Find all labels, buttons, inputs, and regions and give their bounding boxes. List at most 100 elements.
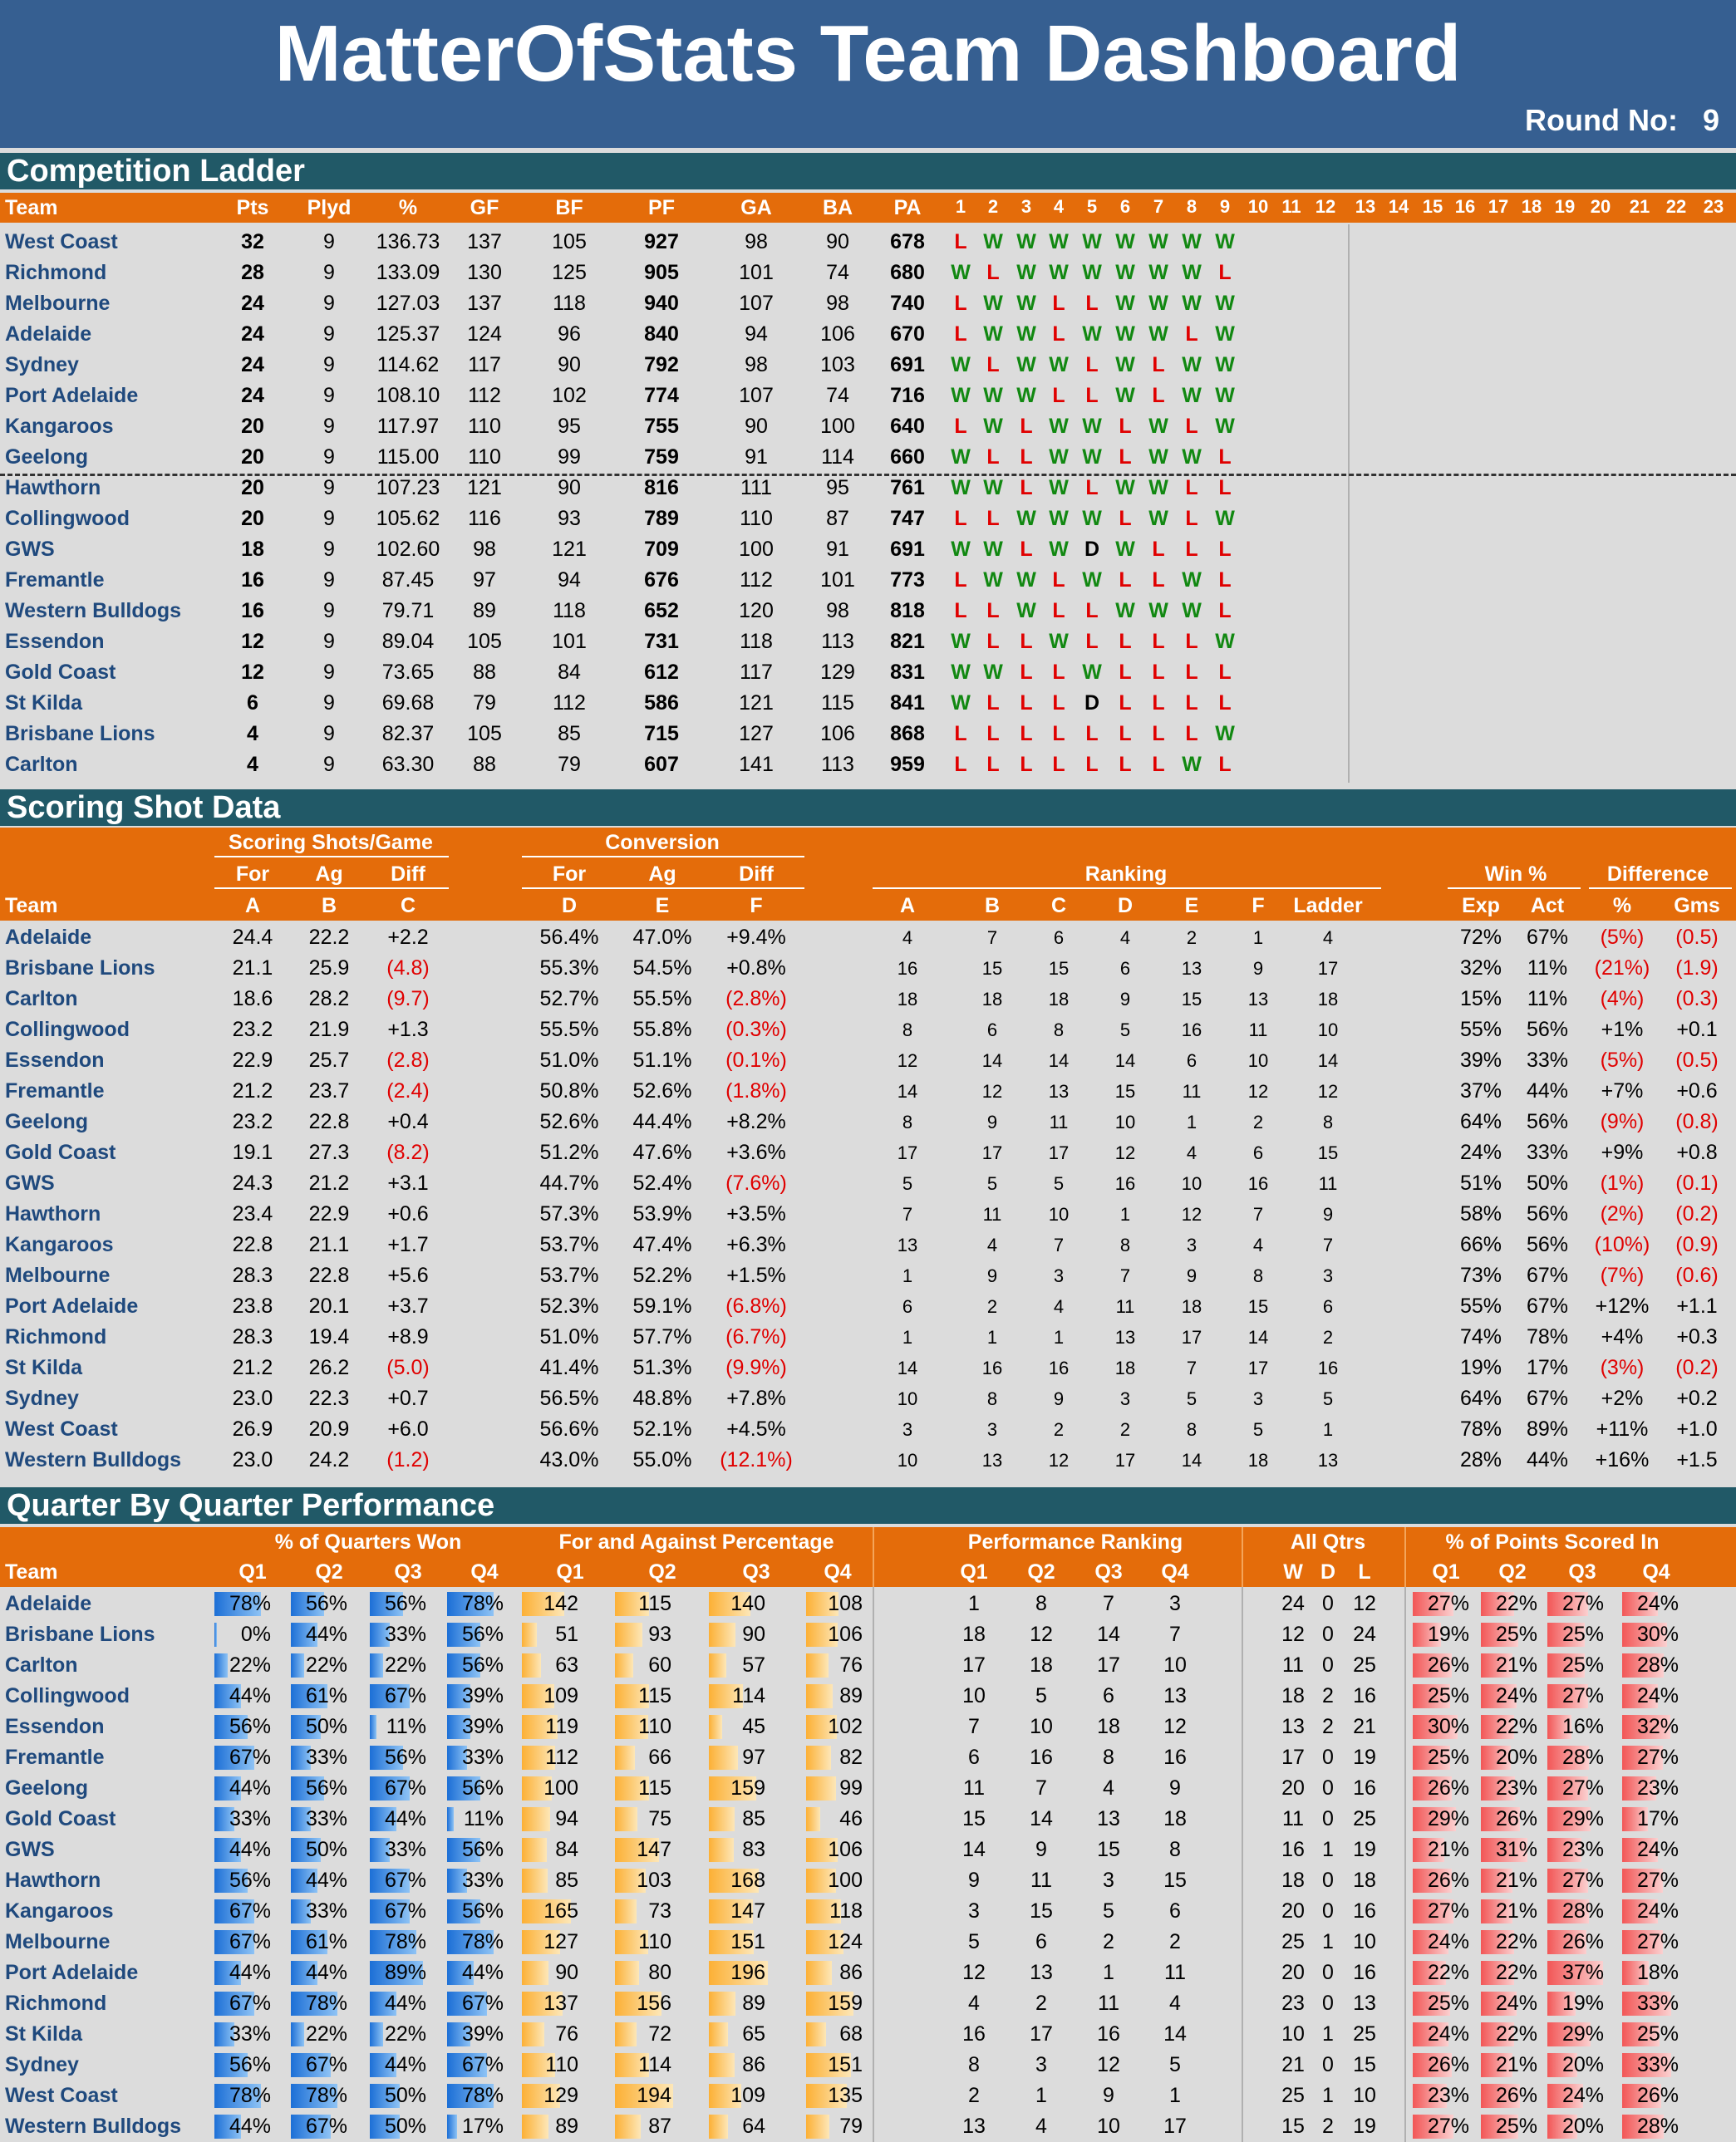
scoring-cell-a: 23.8 <box>232 1295 273 1318</box>
ladder-row: Western Bulldogs 16 9 79.71 89 118 652 120 98 818… <box>0 596 1736 626</box>
scoring-cell-e: 47.4% <box>632 1233 692 1256</box>
team-name: Western Bulldogs <box>5 599 182 622</box>
quarters-won-q1-bar <box>214 2053 248 2077</box>
scoring-cell-a: 21.2 <box>232 1079 273 1103</box>
ladder-cell-ga: 90 <box>745 415 768 438</box>
quarters-won-q1-bar <box>214 1623 217 1647</box>
result-round-6: W <box>1115 476 1135 499</box>
scoring-row: Fremantle 21.2 23.7 (2.4) 50.8% 52.6% (1.8%) 14… <box>0 1076 1736 1107</box>
scoring-cell-d: 43.0% <box>539 1448 599 1471</box>
quarters-won-q2: 44% <box>305 1961 347 1984</box>
perf-rank-q1: 6 <box>968 1746 980 1769</box>
fa-pct-q3-bar <box>709 1992 735 2016</box>
scoring-cell-rc: 13 <box>1048 1081 1070 1102</box>
ladder-cell-pts: 24 <box>241 322 264 346</box>
ladder-cell-pf: 709 <box>644 538 679 561</box>
pts-scored-q4-bar <box>1622 1992 1671 2016</box>
quarters-won-q3: 44% <box>384 1807 426 1830</box>
scoring-cell-f: (0.3%) <box>725 1018 787 1041</box>
ladder-cell-gf: 117 <box>468 353 501 376</box>
all-qtrs-w: 20 <box>1281 1899 1305 1923</box>
result-round-3: W <box>1016 568 1036 592</box>
scoring-cell-rf: 3 <box>1252 1388 1264 1409</box>
ladder-row: Hawthorn 20 9 107.23 121 90 816 111 95 761 W W L W L W W… <box>0 473 1736 504</box>
ladder-cell-pts: 18 <box>241 538 264 561</box>
scoring-cell-ladder: 1 <box>1322 1419 1334 1440</box>
team-name: GWS <box>5 1838 55 1861</box>
fa-pct-q2: 114 <box>638 2053 671 2076</box>
quarters-won-q1: 56% <box>229 1869 271 1892</box>
quarters-sub-0-q2: Q2 <box>315 1560 343 1584</box>
pts-scored-q2-bar <box>1481 1930 1514 1954</box>
quarters-won-q2-bar <box>291 1992 337 2016</box>
perf-rank-q1: 14 <box>962 1838 986 1861</box>
quarters-body-divider-3 <box>1404 1587 1406 2142</box>
quarters-group-scored: % of Points Scored In <box>1445 1530 1660 1554</box>
ladder-cell-pf: 816 <box>644 476 679 499</box>
result-round-2: W <box>983 538 1003 561</box>
quarters-won-q1-bar <box>214 1715 248 1739</box>
pts-scored-q4-bar <box>1622 1930 1663 1954</box>
quarters-won-q2: 44% <box>305 1623 347 1646</box>
perf-rank-q1: 16 <box>962 2022 986 2046</box>
quarters-section-title: Quarter By Quarter Performance <box>0 1487 1736 1524</box>
perf-rank-q2: 8 <box>1035 1592 1047 1615</box>
scoring-cell-b: 25.7 <box>308 1049 350 1072</box>
scoring-cell-act: 56% <box>1526 1110 1569 1133</box>
pts-scored-q3-bar <box>1547 1992 1576 2016</box>
scoring-cell-act: 44% <box>1526 1448 1569 1471</box>
scoring-cell-pct: (4%) <box>1600 987 1645 1010</box>
all-qtrs-w: 25 <box>1281 1930 1305 1953</box>
perf-rank-q2: 7 <box>1035 1776 1047 1800</box>
perf-rank-q2: 10 <box>1030 1715 1053 1738</box>
scoring-cell-re: 18 <box>1181 1296 1202 1317</box>
pts-scored-q2: 21% <box>1495 1899 1537 1923</box>
conversion-sub-for: For <box>552 862 587 886</box>
scoring-cell-a: 23.0 <box>232 1448 273 1471</box>
quarters-won-q4: 56% <box>461 1838 504 1861</box>
pts-scored-q2-bar <box>1481 1653 1512 1678</box>
scoring-cell-act: 33% <box>1526 1049 1569 1072</box>
scoring-cell-exp: 66% <box>1459 1233 1502 1256</box>
ladder-col-pf: PF <box>648 196 675 219</box>
fa-pct-q3-bar <box>709 1776 756 1801</box>
result-round-5: L <box>1085 753 1099 776</box>
scoring-row: Gold Coast 19.1 27.3 (8.2) 51.2% 47.6% +3.6% 17… <box>0 1137 1736 1168</box>
all-qtrs-d: 0 <box>1322 1623 1334 1646</box>
scoring-section-title: Scoring Shot Data <box>0 789 1736 826</box>
ladder-cell-plyd: 9 <box>323 507 335 530</box>
result-round-2: W <box>983 230 1003 253</box>
result-round-5: W <box>1082 261 1102 284</box>
scoring-cell-pct: (21%) <box>1594 956 1650 980</box>
result-round-5: W <box>1082 445 1102 469</box>
quarters-won-q4: 39% <box>461 1684 504 1707</box>
result-round-1: L <box>954 753 967 776</box>
scoring-cell-ladder: 17 <box>1317 958 1339 979</box>
quarters-won-q4: 39% <box>461 2022 504 2046</box>
scoring-cell-gms: (0.5) <box>1675 1049 1719 1072</box>
scoring-cell-re: 12 <box>1181 1204 1202 1225</box>
scoring-cell-ra: 8 <box>902 1112 913 1132</box>
quarter-row: Brisbane Lions 0% 44% 33% 56% 51 93 90 106 18 12 14… <box>0 1619 1736 1650</box>
ladder-cell-plyd: 9 <box>323 292 335 315</box>
quarters-sub-d: D <box>1320 1560 1336 1584</box>
result-round-3: L <box>1020 476 1033 499</box>
team-name: West Coast <box>5 230 118 253</box>
ladder-cell-bf: 90 <box>558 353 581 376</box>
scoring-cell-exp: 58% <box>1459 1202 1502 1226</box>
ladder-cell-ba: 95 <box>826 476 849 499</box>
scoring-row: Essendon 22.9 25.7 (2.8) 51.0% 51.1% (0.1%) 12 1… <box>0 1045 1736 1076</box>
ladder-cell-gf: 112 <box>468 384 501 407</box>
result-round-3: W <box>1016 353 1036 376</box>
team-name: Collingwood <box>5 1684 130 1707</box>
perf-rank-q2: 15 <box>1030 1899 1053 1923</box>
pts-scored-q3: 27% <box>1561 1592 1604 1615</box>
scoring-cell-rf: 9 <box>1252 958 1264 979</box>
round-number-11: 11 <box>1281 196 1301 217</box>
quarters-sub-3-q1: Q1 <box>1432 1560 1460 1584</box>
ladder-cell-ga: 111 <box>740 476 773 499</box>
quarters-won-q4: 56% <box>461 1776 504 1800</box>
quarters-won-q1: 67% <box>229 1992 271 2015</box>
scoring-cell-rc: 11 <box>1049 1112 1069 1132</box>
result-round-4: W <box>1049 476 1069 499</box>
